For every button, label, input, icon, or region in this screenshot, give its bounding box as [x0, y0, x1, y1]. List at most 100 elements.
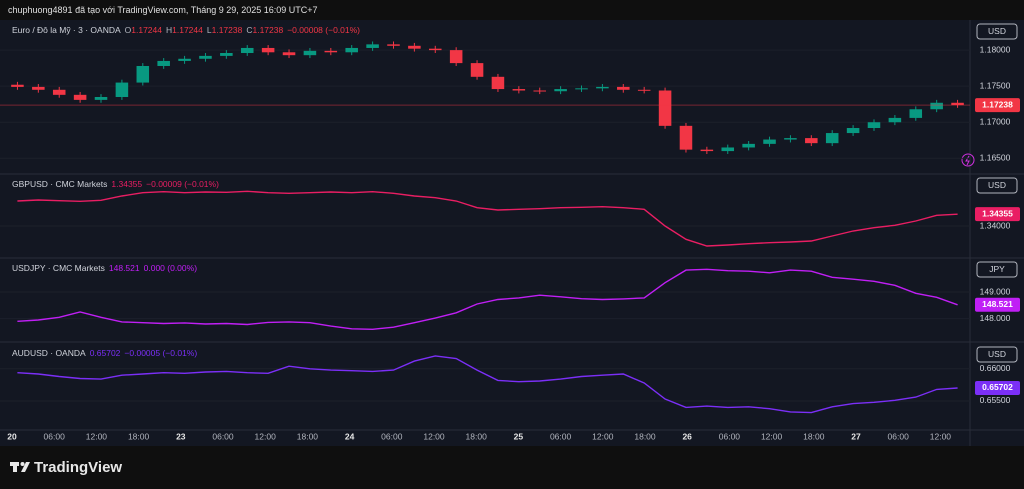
- x-tick-label: 12:00: [423, 431, 445, 441]
- x-tick-label: 18:00: [297, 431, 319, 441]
- x-tick-label: 12:00: [761, 431, 783, 441]
- y-tick-label: 1.34000: [980, 220, 1011, 230]
- y-tick-label: 149.000: [980, 286, 1011, 296]
- pane-legend: GBPUSD · CMC Markets 1.34355 −0.00009 (−0.…: [12, 179, 223, 189]
- candle-body: [303, 50, 317, 56]
- currency-box: [976, 261, 1018, 278]
- candle-body: [658, 90, 672, 126]
- currency-label: USD: [988, 26, 1006, 36]
- chart-background: [0, 20, 1024, 446]
- candle-body: [512, 89, 526, 91]
- candle-body: [136, 65, 150, 83]
- x-tick-label: 23: [176, 431, 186, 441]
- candle-body: [700, 149, 714, 152]
- x-tick-label: 18:00: [803, 431, 825, 441]
- candle-body: [449, 50, 463, 64]
- last-price-box: [975, 297, 1020, 312]
- candle-body: [199, 55, 212, 59]
- candle-body: [491, 76, 505, 90]
- pane: 0.66000 0.65500 0.65702 USD: [0, 346, 1020, 414]
- change: −0.00009 (−0.01%): [146, 179, 219, 189]
- alert-icon[interactable]: [961, 153, 975, 167]
- candle-body: [554, 89, 567, 92]
- last-price-box: [975, 98, 1020, 113]
- ohlc-value: 1.17238: [211, 25, 243, 35]
- candle-body: [32, 86, 45, 90]
- x-tick-label: 12:00: [86, 431, 108, 441]
- x-tick-label: 06:00: [888, 431, 910, 441]
- ohlc-label: H: [166, 25, 173, 35]
- x-tick-label: 18:00: [634, 431, 656, 441]
- last-price-label: 1.17238: [982, 99, 1013, 109]
- x-tick-label: 06:00: [381, 431, 403, 441]
- pane: 1.34000 1.34355 USD: [0, 177, 1020, 247]
- x-tick-label: 20: [7, 431, 17, 441]
- x-tick-label: 12:00: [930, 431, 952, 441]
- candle-body: [637, 89, 651, 91]
- change: 0.000 (0.00%): [143, 263, 198, 273]
- brand-logo: [10, 462, 30, 472]
- currency-box: [976, 177, 1018, 194]
- candle-body: [115, 82, 129, 97]
- attribution: chuphuong4891 đã tạo với TradingView.com…: [8, 5, 318, 15]
- candle-body: [387, 44, 400, 46]
- candle-body: [73, 94, 87, 100]
- price-line: [17, 268, 958, 331]
- candle-body: [721, 147, 735, 152]
- currency-box: [976, 346, 1018, 363]
- ohlc-label: L: [206, 25, 212, 35]
- candle-body: [679, 125, 693, 150]
- pane-legend: AUDUSD · OANDA 0.65702 −0.00005 (−0.01%): [12, 348, 201, 358]
- candle-body: [324, 50, 338, 53]
- last-price-label: 148.521: [982, 299, 1013, 309]
- candle-body: [742, 143, 755, 148]
- candle-body: [220, 53, 233, 56]
- currency-label: USD: [988, 349, 1006, 359]
- currency-label: JPY: [989, 264, 1005, 274]
- candle-body: [157, 60, 170, 66]
- x-tick-label: 06:00: [212, 431, 234, 441]
- candle-body: [52, 89, 66, 95]
- candle-body: [178, 58, 191, 61]
- change: −0.00008 (−0.01%): [287, 25, 360, 35]
- last-price-label: 0.65702: [982, 382, 1013, 392]
- candle-body: [429, 48, 442, 51]
- x-tick-label: 06:00: [719, 431, 741, 441]
- symbol: GBPUSD · CMC Markets: [12, 179, 108, 189]
- candle-body: [408, 45, 421, 49]
- candle-body: [867, 122, 881, 129]
- symbol: Euro / Đô la Mỹ · 3 · OANDA: [12, 25, 121, 35]
- currency-box: [976, 23, 1018, 40]
- candle-body: [282, 52, 296, 56]
- candle-body: [533, 90, 546, 92]
- ohlc-label: C: [246, 25, 253, 35]
- candle-body: [784, 138, 797, 140]
- pane-legend: USDJPY · CMC Markets 148.521 0.000 (0.00%): [12, 263, 201, 273]
- candle-body: [846, 128, 860, 134]
- pane: 149.000 148.000 148.521 JPY: [0, 261, 1020, 331]
- ohlc-value: 1.17244: [172, 25, 203, 35]
- candle-body: [575, 88, 588, 90]
- x-tick-label: 18:00: [128, 431, 150, 441]
- candle-body: [763, 139, 776, 144]
- last-price-label: 1.34355: [982, 208, 1013, 218]
- candle-body: [11, 84, 24, 87]
- symbol: AUDUSD · OANDA: [12, 348, 86, 358]
- change: −0.00005 (−0.01%): [124, 348, 198, 358]
- currency-label: USD: [988, 180, 1006, 190]
- candle-body: [617, 86, 630, 90]
- ohlc-label: O: [124, 25, 132, 35]
- x-tick-label: 26: [682, 431, 692, 441]
- last-price-box: [975, 380, 1020, 395]
- candle-body: [596, 86, 609, 89]
- price: 1.34355: [111, 179, 143, 189]
- x-tick-label: 06:00: [550, 431, 572, 441]
- x-tick-label: 24: [345, 431, 355, 441]
- ohlc-value: 1.17244: [131, 25, 162, 35]
- x-tick-label: 25: [514, 431, 524, 441]
- x-tick-label: 06:00: [44, 431, 66, 441]
- y-tick-label: 0.65500: [980, 395, 1011, 405]
- candle-body: [240, 47, 254, 54]
